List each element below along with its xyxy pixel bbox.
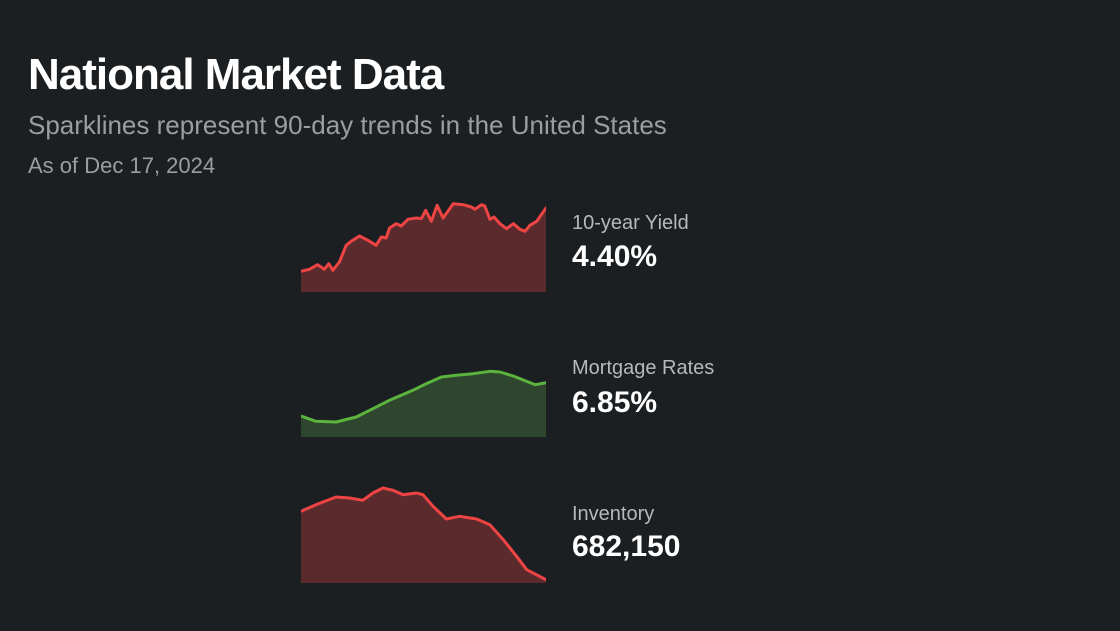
sparkline-line [301,202,546,273]
page-subtitle: Sparklines represent 90-day trends in th… [28,110,667,140]
metric-value-10-year-yield: 4.40% [572,240,658,273]
sparkline-area [301,203,546,292]
metric-value-mortgage-rates: 6.85% [572,386,658,419]
sparkline-10-year-yield [301,202,546,292]
sparkline-line [301,369,546,424]
metric-label-10-year-yield: 10-year Yield [572,212,689,234]
sparkline-area [301,488,546,583]
metric-value-inventory: 682,150 [572,530,681,563]
page-title: National Market Data [28,50,444,99]
metric-label-mortgage-rates: Mortgage Rates [572,357,715,379]
metric-label-inventory: Inventory [572,503,655,525]
sparkline-line [301,486,546,582]
sparkline-inventory [301,486,546,583]
sparkline-mortgage-rates [301,369,546,437]
as-of-date: As of Dec 17, 2024 [28,153,216,178]
sparkline-area [301,371,546,437]
